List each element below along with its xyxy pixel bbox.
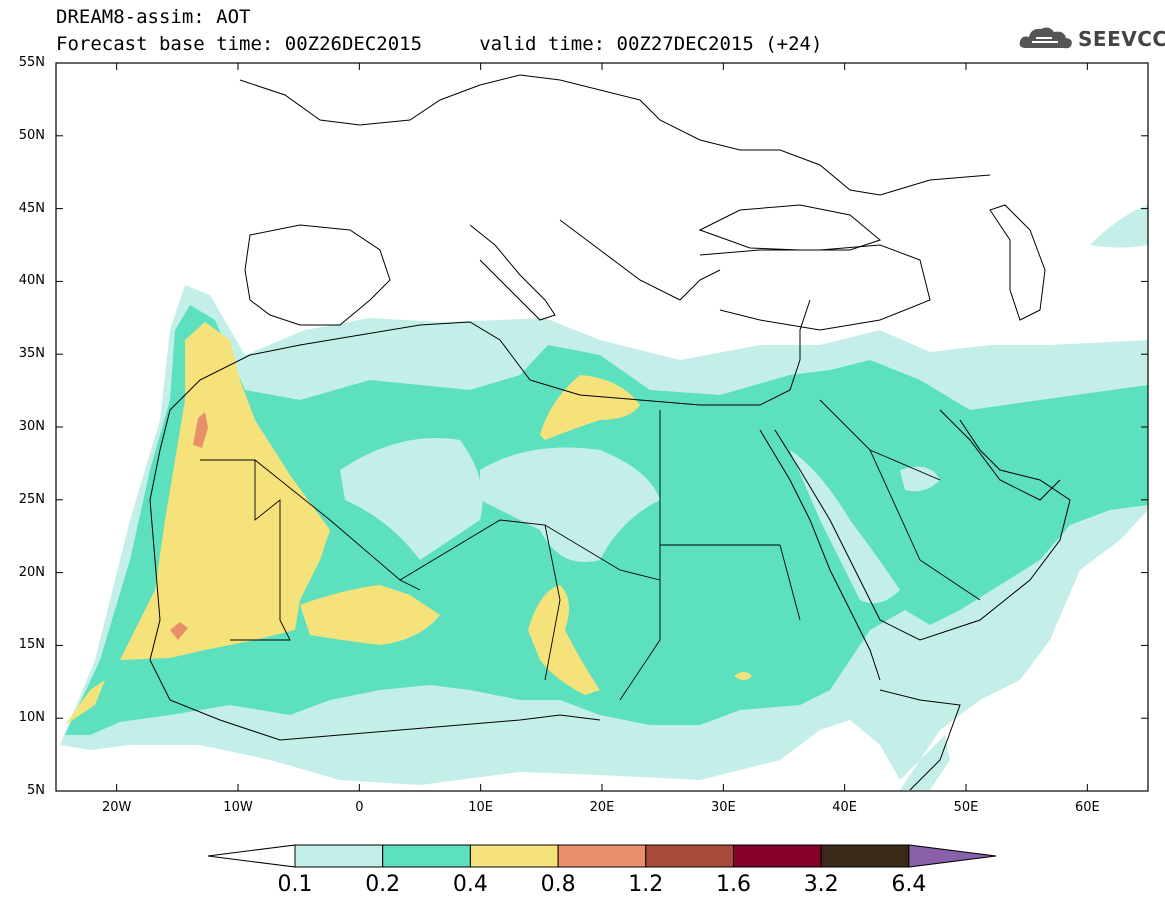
- forecast-time-line: Forecast base time: 00Z26DEC2015 valid t…: [56, 33, 823, 55]
- colorbar-overflow: [908, 844, 997, 868]
- lon-label: 50E: [953, 800, 979, 815]
- aot-hole-egypt: [790, 450, 900, 604]
- turkey-coast: [699, 244, 931, 331]
- lat-label: 30N: [18, 419, 45, 434]
- colorbar-label: 1.6: [716, 872, 751, 897]
- lon-label: 20E: [589, 800, 615, 815]
- colorbar-segment: [382, 844, 471, 868]
- axis-ticks: [56, 62, 1148, 792]
- europe-coast: [239, 74, 991, 196]
- map-title: DREAM8-assim: AOT: [56, 6, 251, 28]
- lat-label: 20N: [18, 564, 45, 580]
- horn-africa: [879, 689, 961, 791]
- caspian: [989, 204, 1046, 321]
- iberia-coast: [244, 224, 391, 326]
- levant-coast: [799, 299, 811, 360]
- colorbar-segment: [820, 844, 910, 868]
- west-africa-coast: [149, 409, 601, 741]
- black-sea: [698, 204, 882, 251]
- aot-contour-0.1-caspian: [1090, 205, 1148, 248]
- lat-label: 15N: [18, 637, 45, 653]
- aot-contour-0.1-arabian: [900, 735, 950, 790]
- colorbar-segment: [733, 844, 822, 868]
- aot-contour-0.4: [120, 322, 330, 660]
- colorbar-label: 6.4: [891, 872, 927, 897]
- aot-contour-0.8-morocco: [193, 412, 208, 448]
- aot-contour-0.8-senegal: [170, 622, 188, 640]
- aot-hole-libya: [480, 447, 660, 562]
- north-africa-coast: [169, 321, 801, 411]
- sahara-borders: [200, 399, 981, 701]
- arabia-coast: [774, 419, 1071, 641]
- colorbar-label: 0.1: [277, 872, 313, 897]
- colorbar-label: 0.4: [452, 872, 488, 897]
- lat-label: 40N: [18, 273, 45, 289]
- aot-hole-arabia: [900, 466, 940, 492]
- colorbar-segment: [469, 844, 559, 868]
- lat-label: 45N: [18, 200, 45, 216]
- lat-label: 50N: [18, 127, 45, 143]
- lat-label: 10N: [18, 710, 45, 726]
- colorbar-segment: [557, 844, 647, 868]
- lon-label: 0: [355, 800, 364, 815]
- cloud-icon: [1019, 27, 1072, 49]
- greece-balkans: [559, 219, 721, 301]
- red-sea-coast: [759, 429, 881, 681]
- aot-hole-sahara: [340, 438, 483, 560]
- colorbar-segment: [645, 844, 734, 868]
- logo-text: SEEVCCC: [1078, 27, 1165, 51]
- lon-label: 30E: [710, 800, 736, 815]
- lon-label: 10E: [468, 800, 494, 815]
- persian-gulf: [939, 409, 1061, 501]
- colorbar-label: 3.2: [803, 872, 839, 897]
- aot-contour-0.4-mali: [300, 585, 440, 645]
- lon-label: 20W: [101, 800, 132, 815]
- lon-label: 10W: [223, 800, 253, 815]
- lon-label: 40E: [832, 800, 858, 815]
- colorbar: [207, 844, 997, 868]
- colorbar-label: 0.2: [365, 872, 401, 897]
- colorbar-label: 0.8: [540, 872, 576, 897]
- coastlines-borders: [149, 74, 1071, 791]
- aot-contour-0.4-libya: [540, 375, 640, 440]
- italy-coast: [469, 224, 556, 321]
- lat-label: 5N: [27, 783, 45, 798]
- lon-label: 60E: [1074, 800, 1100, 815]
- colorbar-underflow: [207, 844, 296, 868]
- lat-label: 55N: [18, 55, 45, 70]
- aot-contour-0.4-sudan: [734, 672, 752, 680]
- aot-contour-0.4-chad: [528, 585, 600, 695]
- lat-label: 35N: [18, 346, 45, 362]
- colorbar-label: 1.2: [628, 872, 664, 897]
- aot-contour-0.4-coast: [65, 680, 105, 725]
- seevccc-logo: SEEVCCC: [1018, 24, 1165, 54]
- aot-field: [60, 205, 1148, 790]
- colorbar-segment: [294, 844, 384, 868]
- lat-label: 25N: [18, 491, 45, 507]
